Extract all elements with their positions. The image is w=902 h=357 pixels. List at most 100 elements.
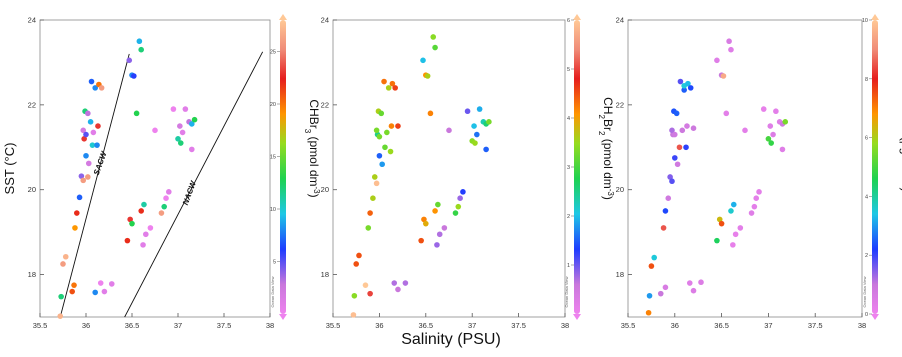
colorbar-label-part: -3 [313,187,322,195]
data-point [379,161,385,168]
data-point [373,180,380,187]
data-point [669,127,675,134]
data-point [767,123,774,129]
data-point [446,127,452,134]
data-point [365,225,372,231]
colorbar-label-part: CHBr [307,99,321,128]
data-point [147,225,154,231]
data-point [76,194,83,201]
data-point [129,220,135,227]
data-point [57,313,64,319]
x-tick-label: 37 [468,321,476,330]
data-point [683,144,689,151]
data-point [87,119,94,125]
y-tick-label: 20 [321,185,329,194]
data-point [685,80,691,87]
data-point [421,216,427,223]
data-point [141,201,147,208]
data-point [756,189,762,195]
colorbar-label-part: 2 [598,131,607,136]
data-point [436,231,443,238]
data-point [95,123,101,129]
data-point [765,136,772,142]
data-point [681,87,687,93]
x-tick-label: 35.5 [33,321,48,330]
data-point [367,290,373,297]
data-point [662,284,669,291]
data-point [402,280,409,286]
data-point [679,127,686,134]
y-tick-label: 20 [28,185,36,194]
data-point [753,195,760,201]
data-point [432,44,438,51]
y-axis-label: SST (°C) [2,143,17,195]
data-point [718,220,725,227]
data-point [471,123,477,129]
data-point [143,231,149,238]
colorbar-gradient [574,20,580,314]
data-point [452,210,459,216]
colorbar-label-part: ) [601,196,615,200]
data-point [127,216,133,223]
x-tick-label: 37 [174,321,182,330]
colorbar-label-part: ) [899,188,902,192]
x-tick-label: 38 [266,321,274,330]
data-point [483,146,489,153]
data-point [395,123,401,129]
colorbar-bottom-arrow [279,314,287,320]
data-point [667,174,673,180]
colorbar-tick-label: 15 [270,155,276,161]
data-point [85,174,91,180]
data-point [687,85,694,91]
water-mass-line [59,53,130,318]
x-tick-label: 37 [764,321,772,330]
data-point [371,174,378,180]
data-point [189,121,195,127]
colorbar-top-arrow [871,14,879,20]
colorbar-label-part: 2 [598,114,607,119]
data-point [136,38,143,45]
data-point [356,252,362,259]
data-point [97,280,104,286]
y-tick-label: 22 [321,100,329,109]
data-point [158,210,165,216]
colorbar-tick-label: 6 [865,136,868,142]
data-point [418,237,424,244]
data-point [737,225,744,231]
data-point [714,57,720,64]
data-point [62,253,69,260]
data-point [182,106,189,112]
data-point [80,127,87,134]
data-point [353,261,360,267]
data-point [672,155,678,161]
data-point [69,288,75,295]
data-point [684,123,690,129]
data-point [370,195,376,201]
data-point [166,189,172,195]
colorbar-label-part: Br [601,119,615,131]
data-point [382,144,388,151]
data-point [85,110,91,117]
data-point [395,286,401,293]
y-tick-label: 24 [321,16,329,25]
data-point [657,290,664,297]
data-point [124,237,131,244]
data-point [690,125,697,131]
x-tick-label: 36 [375,321,383,330]
colorbar-label-part: -3 [607,189,616,197]
data-point [669,178,675,185]
data-point [728,208,734,214]
data-point [161,203,167,210]
data-point [351,292,358,299]
colorbar-tick-label: 10 [862,18,868,24]
x-tick-label: 37.5 [511,321,526,330]
data-point [677,78,684,85]
data-point [189,146,195,153]
data-point [94,142,100,148]
data-point [83,131,89,138]
data-point [58,293,64,300]
x-tick-label: 36 [82,321,90,330]
